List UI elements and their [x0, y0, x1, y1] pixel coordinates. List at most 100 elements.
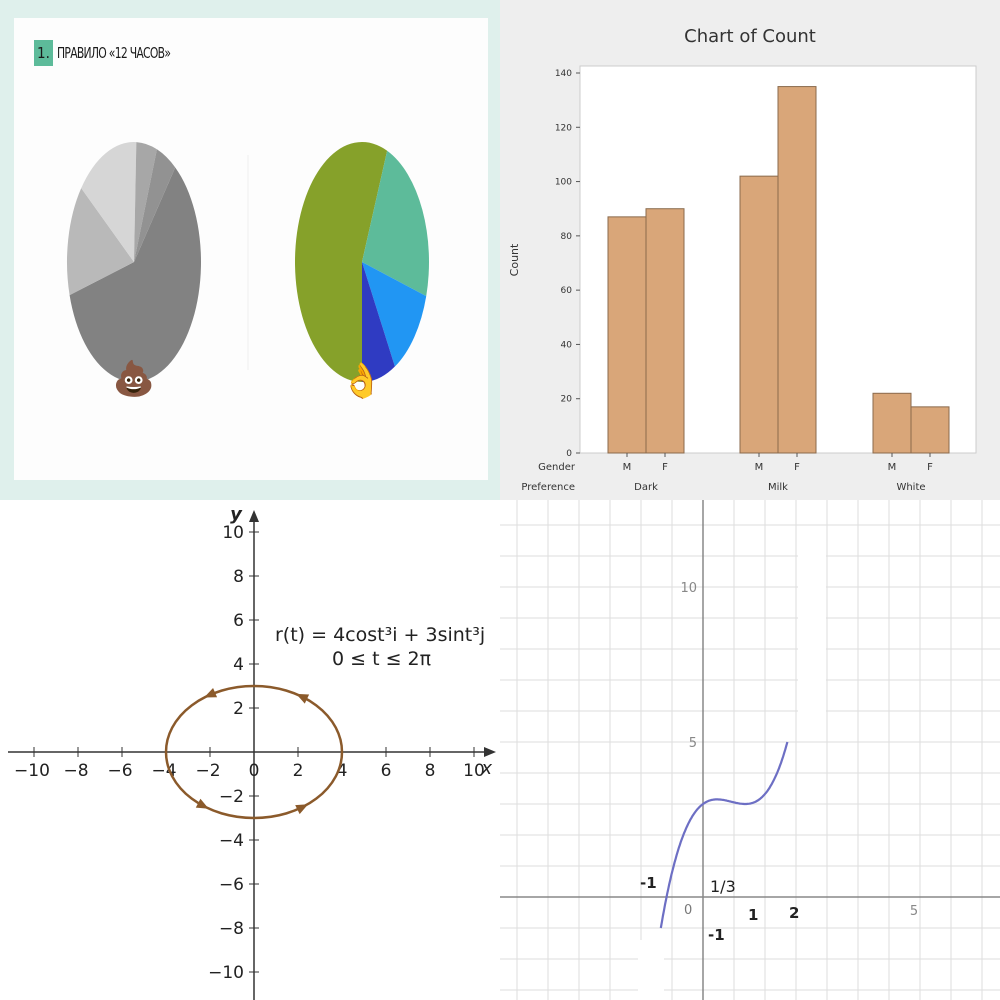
equation-label: r(t) = 4cost³i + 3sint³j	[275, 624, 485, 646]
slide-pies: 💩 👌	[66, 141, 429, 401]
y-tick-label: −6	[219, 875, 244, 895]
x-tick-label: 8	[425, 761, 436, 781]
y-tick-label: 10	[680, 581, 697, 596]
label-neg1-bottom: -1	[708, 926, 725, 944]
bar-dark-m	[607, 216, 647, 454]
label-one-third: 1/3	[710, 877, 736, 896]
bar-chart-panel: Chart of Count Count Gender Preference 0…	[500, 0, 1000, 500]
bar-dark-f	[645, 208, 685, 454]
x-tick-label: 0	[249, 761, 260, 781]
y-tick-label: 0	[566, 449, 572, 459]
grey-pie	[66, 142, 202, 382]
x-tick-label: −8	[63, 761, 88, 781]
y-tick-label: 20	[561, 395, 573, 405]
direction-arrow-icon	[296, 693, 310, 704]
direction-arrow-icon	[204, 688, 218, 698]
color-pie-slice	[362, 150, 429, 297]
color-pie-slice	[362, 262, 395, 382]
direction-arrow-icon	[195, 798, 209, 809]
label-origin: 0	[684, 903, 692, 918]
y-tick-label: 40	[561, 340, 573, 350]
cubic-path	[659, 741, 789, 929]
slide-panel: 1. ПРАВИЛО «12 ЧАСОВ» 💩 👌	[0, 0, 500, 500]
y-arrow-icon	[249, 510, 259, 522]
gender-label: M	[888, 462, 897, 473]
grey-pie-slice	[134, 149, 176, 262]
preference-label: Milk	[768, 482, 788, 493]
y-tick-label: 4	[233, 655, 244, 675]
y-tick-label: 120	[555, 123, 572, 133]
y-tick-label: 6	[233, 611, 244, 631]
color-pie	[294, 141, 429, 382]
ellipse-path	[164, 684, 344, 820]
gender-label: F	[794, 462, 800, 473]
grey-pie-slice	[134, 142, 157, 262]
x-tick-label: −2	[195, 761, 220, 781]
label-two: 2	[789, 904, 799, 922]
y-tick-label: −2	[219, 787, 244, 807]
cubic-panel: 5 5 10 -1 1/3 -1 0 1 2	[500, 500, 1000, 1000]
preference-label: Dark	[634, 482, 658, 493]
y-tick-label: −10	[208, 963, 244, 983]
y-tick-label: 100	[555, 178, 572, 188]
white-band-lower	[638, 940, 664, 1000]
color-pie-slice	[362, 262, 427, 367]
ellipse-curve	[164, 684, 344, 820]
direction-arrow-icon	[295, 804, 309, 815]
poop-emoji-icon: 💩	[113, 359, 155, 399]
grey-pie-slice	[69, 167, 202, 382]
grey-pie-slice	[66, 188, 134, 296]
x-tick-label: −6	[107, 761, 132, 781]
y-tick-label: 8	[233, 567, 244, 587]
x-tick-label: 5	[910, 904, 918, 919]
gender-label: F	[662, 462, 668, 473]
parametric-panel: −10 −8 −6 −4 −2 0 2 4 6 8 10 −10 −8 −6 −4 −2 2 4 6 8 10 x y …	[0, 500, 500, 1000]
color-pie-slice	[294, 141, 388, 382]
slide-header: 1. ПРАВИЛО «12 ЧАСОВ»	[34, 40, 214, 66]
y-tick-label: 60	[561, 286, 573, 296]
gender-label: F	[927, 462, 933, 473]
y-tick-label: 10	[222, 523, 244, 543]
label-neg1-left: -1	[640, 874, 657, 892]
y-tick-label: −4	[219, 831, 244, 851]
row-label-gender: Gender	[538, 462, 576, 473]
row-label-preference: Preference	[521, 482, 575, 493]
grey-pie-slice	[81, 142, 137, 262]
x-tick-label: 10	[463, 761, 485, 781]
cubic-plot: 5 5 10 -1 1/3 -1 0 1 2	[500, 500, 1000, 1000]
x-tick-label: 2	[293, 761, 304, 781]
x-tick-label: 4	[337, 761, 348, 781]
white-band	[798, 530, 826, 740]
x-axis-letter: x	[480, 758, 492, 779]
slide-number-badge: 1.	[34, 40, 53, 66]
bar-white-f	[910, 406, 950, 454]
preference-label: White	[896, 482, 925, 493]
bar-white-m	[872, 392, 912, 454]
x-tick-label: −10	[14, 761, 50, 781]
gender-label: M	[755, 462, 764, 473]
slide-title: ПРАВИЛО «12 ЧАСОВ»	[56, 44, 171, 62]
x-tick-label: 6	[381, 761, 392, 781]
y-tick-label: 5	[689, 736, 697, 751]
label-one: 1	[748, 906, 758, 924]
x-arrow-icon	[484, 747, 496, 757]
x-tick-label: −4	[151, 761, 176, 781]
bar-chart: Chart of Count Count Gender Preference 0…	[508, 26, 977, 493]
ok-hand-emoji-icon: 👌	[341, 361, 383, 401]
y-tick-label: −8	[219, 919, 244, 939]
gender-label: M	[623, 462, 632, 473]
domain-label: 0 ≤ t ≤ 2π	[332, 648, 431, 670]
chart-title: Chart of Count	[684, 26, 816, 47]
cubic-curve	[659, 741, 789, 929]
bar-milk-m	[739, 175, 779, 454]
y-axis-letter: y	[230, 504, 243, 525]
bar-milk-f	[777, 86, 817, 454]
y-tick-label: 2	[233, 699, 244, 719]
y-axis-label: Count	[508, 243, 521, 276]
y-tick-label: 80	[561, 232, 573, 242]
y-tick-label: 140	[555, 69, 572, 79]
